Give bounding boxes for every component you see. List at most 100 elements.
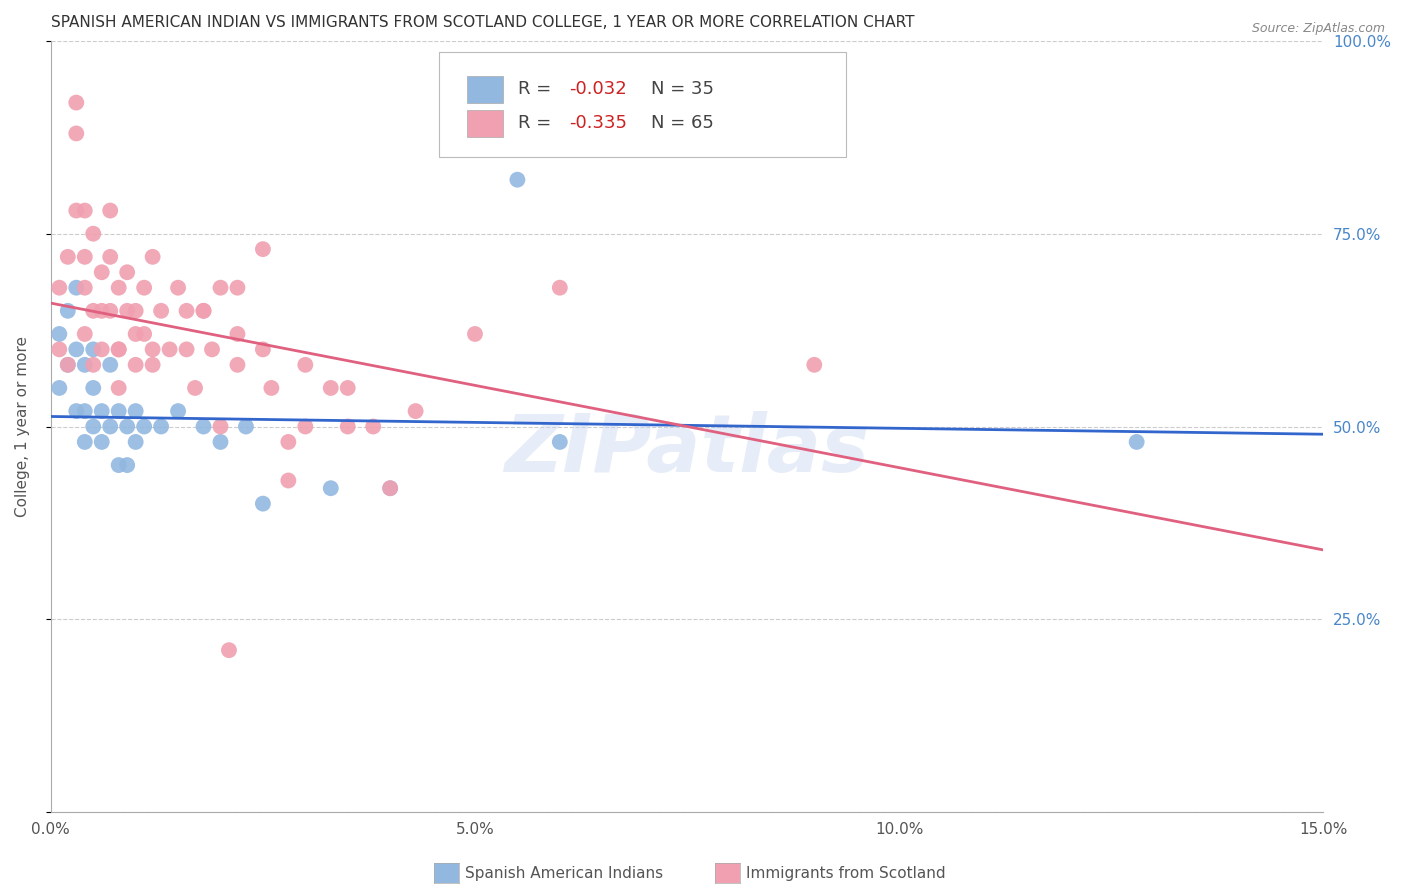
Point	[209, 281, 232, 295]
Point	[90, 265, 112, 279]
Point	[65, 203, 87, 218]
Point	[115, 265, 138, 279]
Text: ZIPatlas: ZIPatlas	[505, 410, 869, 489]
Point	[107, 381, 129, 395]
Point	[124, 404, 146, 418]
Point	[73, 434, 96, 449]
Point	[548, 281, 571, 295]
Point	[65, 95, 87, 110]
Point	[56, 303, 79, 318]
Point	[193, 303, 215, 318]
Point	[107, 343, 129, 357]
Point	[98, 303, 121, 318]
Point	[48, 281, 70, 295]
Point	[167, 281, 190, 295]
Point	[176, 303, 198, 318]
Text: SPANISH AMERICAN INDIAN VS IMMIGRANTS FROM SCOTLAND COLLEGE, 1 YEAR OR MORE CORR: SPANISH AMERICAN INDIAN VS IMMIGRANTS FR…	[51, 15, 914, 30]
Point	[82, 343, 104, 357]
Point	[150, 303, 173, 318]
Point	[378, 481, 401, 495]
Point	[226, 281, 249, 295]
Point	[294, 419, 316, 434]
Point	[336, 419, 359, 434]
Point	[124, 358, 146, 372]
Point	[193, 419, 215, 434]
Point	[124, 303, 146, 318]
Point	[294, 358, 316, 372]
Point	[48, 381, 70, 395]
Text: R =: R =	[517, 80, 557, 98]
Text: -0.335: -0.335	[568, 114, 627, 132]
Point	[134, 281, 156, 295]
Point	[115, 458, 138, 472]
Point	[142, 358, 165, 372]
Point	[98, 203, 121, 218]
Point	[124, 434, 146, 449]
Point	[56, 250, 79, 264]
Text: Spanish American Indians: Spanish American Indians	[465, 866, 664, 880]
Point	[98, 419, 121, 434]
Point	[319, 481, 342, 495]
Point	[82, 358, 104, 372]
Point	[803, 358, 825, 372]
Point	[73, 404, 96, 418]
Point	[378, 481, 401, 495]
Point	[226, 326, 249, 341]
Point	[107, 281, 129, 295]
Point	[336, 381, 359, 395]
Point	[73, 358, 96, 372]
Point	[115, 419, 138, 434]
Point	[107, 458, 129, 472]
Point	[405, 404, 427, 418]
Point	[142, 250, 165, 264]
Y-axis label: College, 1 year or more: College, 1 year or more	[15, 336, 30, 517]
Point	[252, 343, 274, 357]
Point	[98, 358, 121, 372]
Point	[159, 343, 181, 357]
Point	[65, 281, 87, 295]
Point	[209, 419, 232, 434]
Point	[319, 381, 342, 395]
Point	[209, 434, 232, 449]
Point	[82, 419, 104, 434]
Point	[548, 434, 571, 449]
Point	[218, 643, 240, 657]
Point	[506, 172, 529, 186]
Point	[201, 343, 224, 357]
Point	[134, 419, 156, 434]
Point	[56, 358, 79, 372]
Point	[82, 303, 104, 318]
Text: Source: ZipAtlas.com: Source: ZipAtlas.com	[1251, 22, 1385, 36]
Point	[361, 419, 384, 434]
Point	[98, 250, 121, 264]
FancyBboxPatch shape	[467, 110, 502, 137]
Point	[142, 343, 165, 357]
FancyBboxPatch shape	[439, 53, 846, 157]
Text: N = 35: N = 35	[651, 80, 714, 98]
Point	[184, 381, 207, 395]
Point	[90, 303, 112, 318]
Point	[107, 343, 129, 357]
Point	[115, 303, 138, 318]
Point	[90, 434, 112, 449]
Point	[90, 343, 112, 357]
Point	[73, 203, 96, 218]
Point	[48, 343, 70, 357]
Point	[90, 404, 112, 418]
Point	[73, 326, 96, 341]
Point	[464, 326, 486, 341]
Point	[193, 303, 215, 318]
Point	[176, 343, 198, 357]
Point	[277, 434, 299, 449]
Point	[167, 404, 190, 418]
Point	[252, 497, 274, 511]
Point	[65, 127, 87, 141]
Point	[65, 343, 87, 357]
Point	[226, 358, 249, 372]
Text: N = 65: N = 65	[651, 114, 714, 132]
Point	[235, 419, 257, 434]
Point	[65, 404, 87, 418]
Text: -0.032: -0.032	[568, 80, 627, 98]
Point	[260, 381, 283, 395]
Point	[1125, 434, 1147, 449]
